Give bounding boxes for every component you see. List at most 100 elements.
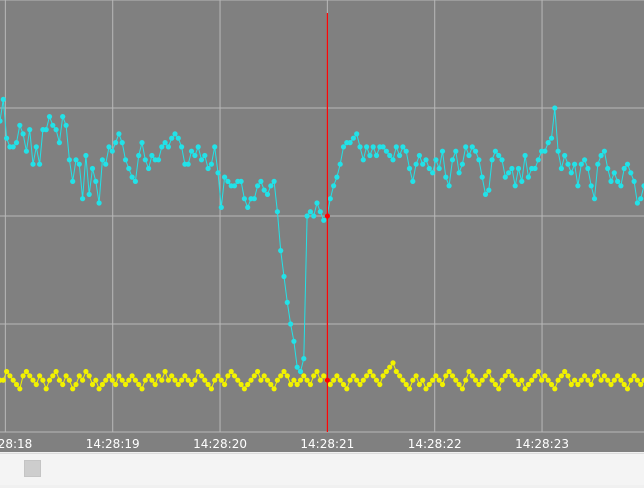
data-point [136,152,142,159]
data-point [27,373,33,379]
data-point [43,386,49,392]
data-point [155,157,162,163]
data-point [281,273,287,280]
data-point [446,368,452,375]
data-point [40,377,46,383]
data-point [334,373,340,379]
data-point [301,373,307,379]
data-point [288,381,294,388]
data-point [169,373,175,379]
data-point [222,381,228,388]
data-point [113,140,119,146]
data-point [132,178,138,184]
data-point [456,170,462,176]
cursor-marker [324,377,330,383]
data-point [321,373,327,379]
data-point [370,144,376,150]
data-point [621,381,627,388]
data-point [70,178,76,184]
data-point [80,196,86,202]
data-point [10,144,16,150]
data-point [103,377,109,383]
data-point [139,386,145,392]
data-point [390,360,396,366]
data-point [96,200,102,206]
cursor-layer [324,13,330,432]
data-point [380,373,386,379]
data-point [255,183,261,189]
data-point [27,127,33,133]
data-point [46,377,53,383]
data-point [278,373,284,379]
data-point [109,148,115,154]
data-point [473,148,479,154]
data-point [473,377,479,383]
data-point [264,191,271,197]
data-point [608,381,614,388]
data-point [106,373,112,379]
data-point [532,373,538,379]
horizontal-scrollbar[interactable] [0,453,644,485]
data-point [129,174,135,180]
data-point [172,131,178,137]
data-point [311,373,317,379]
data-point [231,373,238,379]
data-point [416,152,422,159]
data-point [638,381,644,388]
data-point [598,152,604,159]
data-point [383,148,389,154]
data-point [83,368,89,375]
data-point [261,187,267,193]
data-point [446,183,452,189]
data-point [215,170,221,176]
data-point [347,377,353,383]
data-point [519,178,525,184]
data-point [255,368,261,375]
data-point [364,373,370,379]
data-point [142,377,148,383]
data-point [159,377,165,383]
data-point [423,157,429,163]
data-point [340,144,347,150]
data-point [149,152,155,159]
data-point [119,140,125,146]
data-point [410,377,416,383]
data-point [245,381,251,388]
data-point [228,368,234,375]
data-point [532,165,538,172]
data-point [30,161,36,167]
data-point [175,381,181,388]
data-point [139,140,145,146]
data-point [126,377,132,383]
data-point [615,178,621,184]
data-point [585,165,591,172]
data-point [311,213,317,219]
data-point [377,381,383,388]
data-point [225,373,231,379]
data-point [89,381,96,388]
data-point [146,165,152,172]
series-line-2 [0,361,644,391]
data-point [238,178,244,184]
data-point [591,196,598,202]
data-point [165,144,171,150]
data-point [56,377,63,383]
data-point [113,381,119,388]
data-point [360,157,366,163]
data-point [433,373,439,379]
data-point [406,386,413,392]
data-point [641,377,644,383]
data-point [605,377,611,383]
data-point [459,386,465,392]
data-point [136,381,142,388]
scrollbar-thumb[interactable] [24,460,41,477]
data-point [357,144,363,150]
data-point [23,368,29,375]
data-point [502,373,508,379]
data-point [565,161,571,167]
data-point [463,144,469,150]
x-tick-label: 14:28:20 [193,437,247,451]
data-point [515,165,522,172]
plot-area [0,0,644,452]
